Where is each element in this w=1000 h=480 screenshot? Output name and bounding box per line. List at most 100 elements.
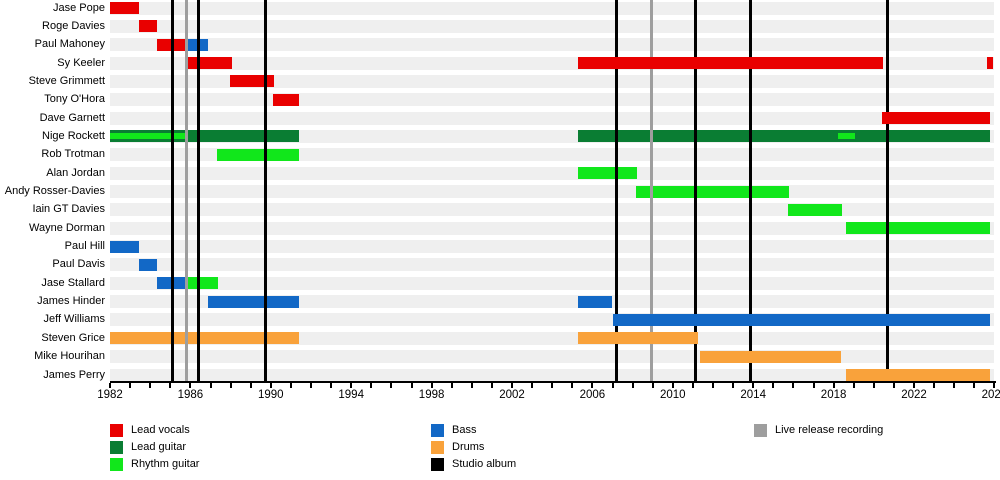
member-row-label: Mike Hourihan xyxy=(34,350,105,363)
axis-tick xyxy=(913,383,915,388)
axis-tick xyxy=(330,383,333,388)
row-stripe xyxy=(110,350,995,364)
axis-tick xyxy=(430,383,433,388)
studio-album-line xyxy=(264,0,268,381)
legend-swatch xyxy=(431,458,444,471)
axis-tick xyxy=(892,383,895,388)
axis-tick xyxy=(109,383,111,388)
row-stripe xyxy=(110,331,995,345)
axis-tick xyxy=(812,383,815,388)
member-row-label: Sy Keeler xyxy=(57,56,105,69)
member-bar xyxy=(110,332,299,345)
legend-swatch xyxy=(110,458,123,471)
member-row-label: Steve Grimmett xyxy=(28,74,105,87)
legend-label: Drums xyxy=(452,441,485,453)
member-row-label: Steven Grice xyxy=(41,331,105,344)
row-stripe xyxy=(110,74,995,88)
member-bar xyxy=(578,332,698,345)
row-stripe xyxy=(110,221,995,235)
member-bar xyxy=(635,185,790,198)
member-row-label: Jase Stallard xyxy=(41,276,105,289)
axis-tick xyxy=(973,383,976,388)
axis-tick-label: 2002 xyxy=(499,389,525,401)
studio-album-line xyxy=(886,0,890,381)
legend-label: Bass xyxy=(452,424,477,436)
member-bar xyxy=(881,112,991,125)
axis-tick xyxy=(410,383,413,388)
studio-album-line xyxy=(170,0,174,381)
member-row-label: Paul Davis xyxy=(52,258,105,271)
member-row-label: Paul Hill xyxy=(64,240,105,253)
legend-label: Lead vocals xyxy=(131,424,190,436)
axis-tick xyxy=(390,383,393,388)
axis-tick xyxy=(631,383,634,388)
axis-tick xyxy=(189,383,192,388)
member-bar xyxy=(788,203,842,216)
legend-label: Rhythm guitar xyxy=(131,458,200,470)
row-stripe xyxy=(110,19,995,33)
legend-swatch xyxy=(110,424,123,437)
member-row-label: Roge Davies xyxy=(42,19,105,32)
axis-tick xyxy=(852,383,855,388)
member-bar xyxy=(110,133,189,140)
axis-tick xyxy=(712,383,714,388)
axis-tick-label: 2006 xyxy=(579,389,606,401)
legend-label: Lead guitar xyxy=(131,441,187,453)
member-bar xyxy=(578,57,883,70)
studio-album-line xyxy=(748,0,752,381)
studio-album-line xyxy=(694,0,698,381)
axis-tick xyxy=(752,383,755,388)
member-bar xyxy=(216,148,299,161)
member-bar xyxy=(578,130,991,143)
member-bar xyxy=(187,57,232,70)
member-row-label: Iain GT Davies xyxy=(32,203,105,216)
axis-tick-label: 1986 xyxy=(177,389,204,401)
axis-tick xyxy=(289,383,292,388)
member-bar xyxy=(188,277,218,290)
member-bar xyxy=(845,369,991,381)
axis-tick xyxy=(249,383,252,388)
row-stripe xyxy=(110,93,995,107)
axis-tick-label: 1994 xyxy=(338,389,364,401)
member-bar xyxy=(229,75,274,88)
axis-tick xyxy=(591,383,594,388)
member-bar xyxy=(139,258,158,271)
axis-tick xyxy=(651,383,654,388)
row-stripe xyxy=(110,185,995,198)
axis-tick xyxy=(350,383,353,388)
axis-tick xyxy=(832,383,835,388)
axis-tick-label: 2018 xyxy=(820,389,847,401)
row-stripe xyxy=(110,166,995,180)
member-bar xyxy=(139,20,158,33)
member-bar xyxy=(110,2,140,14)
x-axis-baseline xyxy=(110,381,997,383)
axis-tick xyxy=(511,383,513,388)
row-stripe xyxy=(110,258,995,272)
member-row-label: Alan Jordan xyxy=(46,166,105,179)
axis-tick xyxy=(671,383,674,388)
member-row-label: Andy Rosser-Davies xyxy=(4,185,105,197)
row-stripe xyxy=(110,111,995,125)
studio-album-line xyxy=(615,0,619,381)
axis-tick xyxy=(149,383,152,388)
axis-tick xyxy=(370,383,373,388)
row-stripe xyxy=(110,368,995,382)
member-bar xyxy=(845,222,991,235)
legend-swatch xyxy=(110,441,123,454)
axis-tick-label: 1998 xyxy=(418,389,445,401)
member-row-label: Jase Pope xyxy=(53,1,105,14)
member-bar xyxy=(578,167,637,180)
live-release-line xyxy=(184,0,188,381)
axis-tick xyxy=(792,383,795,388)
row-stripe xyxy=(110,1,995,15)
axis-tick xyxy=(611,383,614,388)
member-row-label: Wayne Dorman xyxy=(28,221,105,234)
axis-tick xyxy=(531,383,534,388)
row-stripe xyxy=(110,276,995,290)
member-row-label: Rob Trotman xyxy=(41,148,105,161)
axis-tick-label: 1990 xyxy=(258,389,284,401)
member-row-label: James Hinder xyxy=(37,295,105,308)
member-bar xyxy=(272,93,299,106)
row-stripe xyxy=(110,203,995,217)
